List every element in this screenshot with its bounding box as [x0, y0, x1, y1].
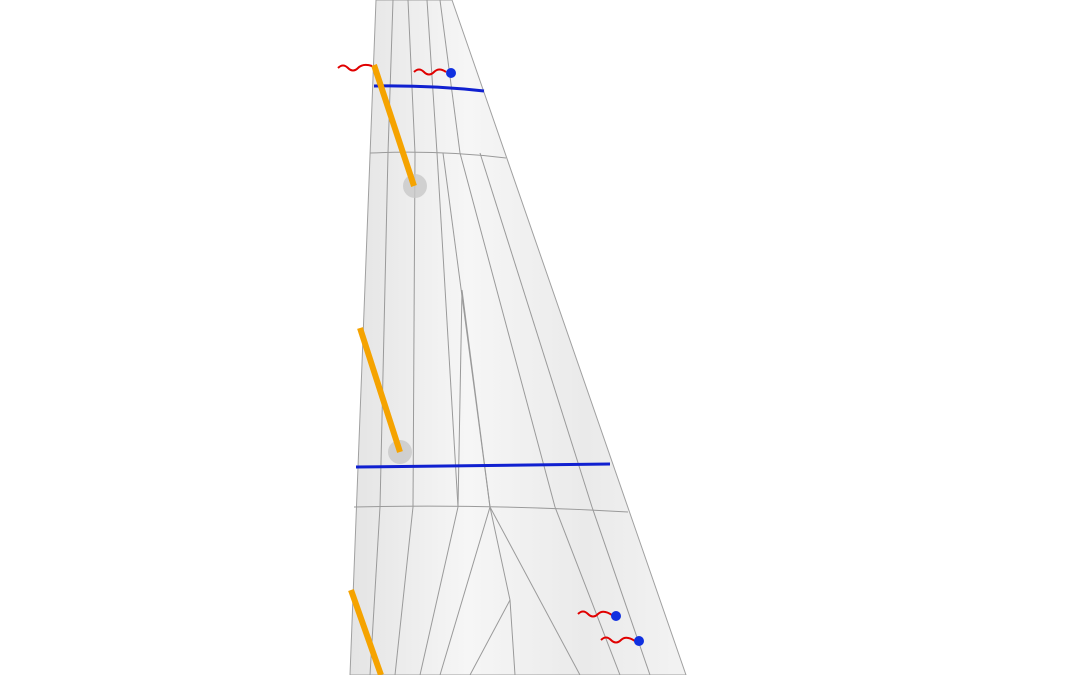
- sail-body: [349, 0, 687, 675]
- telltales: [337, 63, 636, 644]
- batten-middle: [357, 327, 403, 453]
- telltale-dot-top: [446, 68, 456, 78]
- telltale-dot-leech-2: [634, 636, 644, 646]
- draft-stripe-upper: [373, 84, 485, 93]
- draft-stripe-middle: [355, 462, 611, 469]
- telltale-top: [413, 68, 447, 76]
- panel-seams: [353, 0, 651, 675]
- telltale-dot-leech-1: [611, 611, 621, 621]
- telltale-luff-top: [337, 63, 373, 72]
- batten-upper: [371, 64, 417, 187]
- telltale-leech-1: [577, 610, 613, 618]
- telltale-leech-2: [600, 636, 636, 644]
- batten-pocket-upper: [403, 174, 427, 198]
- batten-lower: [348, 589, 384, 675]
